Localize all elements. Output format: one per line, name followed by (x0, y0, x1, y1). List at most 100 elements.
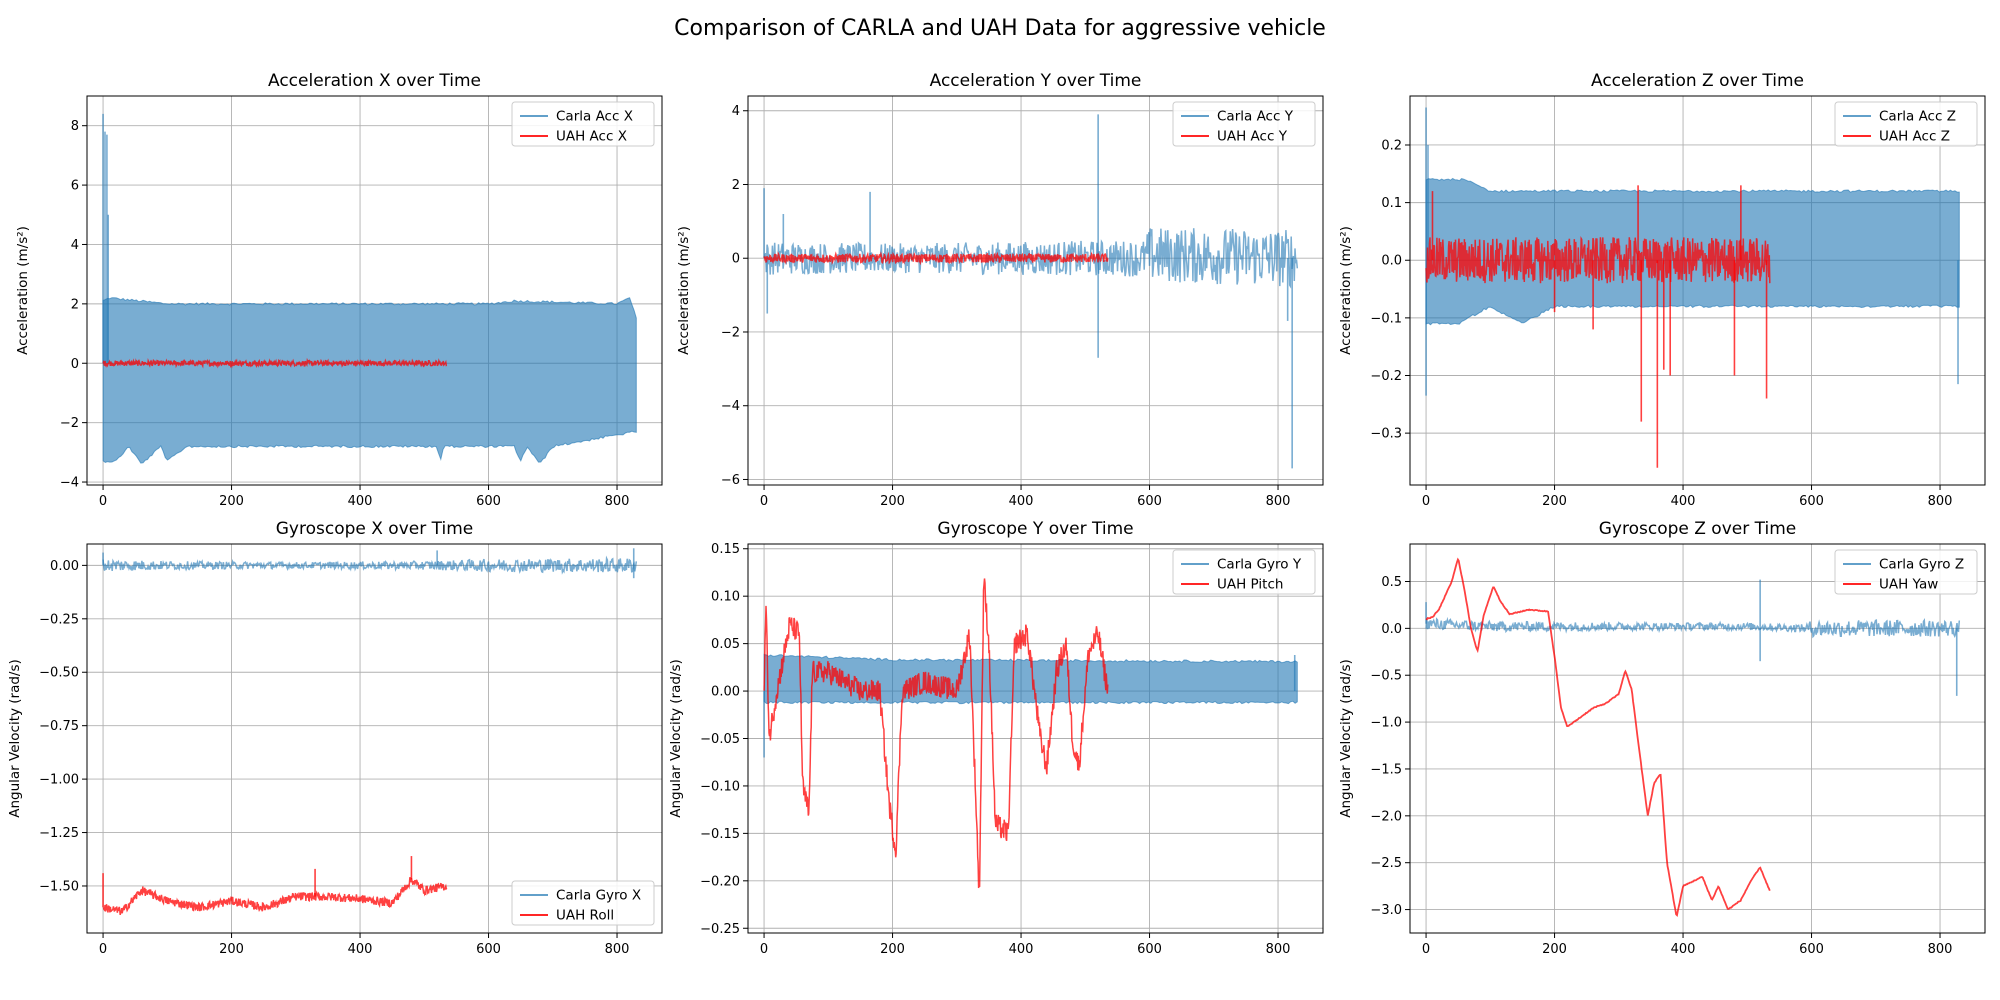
x-tick-label: 200 (880, 942, 905, 957)
y-tick-label: −4 (60, 476, 79, 491)
y-tick-label: −0.5 (1370, 669, 1402, 684)
subplot-title: Acceleration X over Time (268, 71, 481, 91)
plot-area (763, 114, 1299, 469)
y-axis-label: Angular Velocity (rad/s) (668, 659, 684, 818)
axes-frame (747, 95, 1324, 486)
y-tick-label: 4 (732, 104, 740, 119)
x-tick-label: 800 (1928, 494, 1953, 509)
x-tick-label: 600 (476, 942, 501, 957)
y-tick-label: −0.1 (1370, 311, 1402, 326)
y-tick-label: −0.25 (39, 612, 79, 627)
x-tick-label: 400 (1009, 942, 1034, 957)
subplot-6: Gyroscope Z over Time Angular Velocity (r… (1338, 519, 1986, 957)
y-tick-label: −4 (721, 399, 740, 414)
y-tick-label: −0.10 (700, 779, 740, 794)
y-tick-label: 2 (71, 297, 79, 312)
x-tick-label: 600 (1137, 942, 1162, 957)
x-tick-label: 200 (219, 942, 244, 957)
y-tick-label: 2 (732, 178, 740, 193)
y-tick-label: 0.10 (711, 590, 740, 605)
subplot-title: Gyroscope Y over Time (937, 519, 1133, 539)
legend: Carla Acc Y UAH Acc Y (1172, 101, 1316, 147)
series-uah-acc-z (1425, 235, 1771, 284)
series-carla-acc-y (763, 228, 1299, 289)
x-tick-label: 400 (1671, 494, 1696, 509)
y-tick-label: −3.0 (1370, 903, 1402, 918)
y-tick-label: 0.00 (50, 559, 79, 574)
legend-label: Carla Gyro X (556, 888, 641, 904)
y-axis-label: Angular Velocity (rad/s) (1338, 659, 1354, 818)
plot-area (1425, 557, 1961, 918)
legend: Carla Gyro X UAH Roll (511, 880, 655, 926)
series-uah-pitch (763, 578, 1109, 889)
x-tick-label: 0 (760, 942, 768, 957)
y-tick-label: 0.0 (1381, 254, 1402, 269)
y-tick-label: −1.25 (39, 826, 79, 841)
y-tick-label: −2.5 (1370, 856, 1402, 871)
y-tick-label: −1.5 (1370, 762, 1402, 777)
axes-frame (747, 543, 1324, 934)
legend-label: UAH Acc X (556, 129, 627, 145)
y-tick-label: 0 (71, 357, 79, 372)
legend-label: Carla Acc Y (1217, 109, 1294, 125)
x-tick-label: 600 (1137, 494, 1162, 509)
x-tick-label: 800 (605, 942, 630, 957)
y-tick-label: 0.5 (1381, 575, 1402, 590)
y-tick-label: −0.2 (1370, 369, 1402, 384)
x-tick-label: 800 (1266, 494, 1291, 509)
x-tick-label: 800 (605, 494, 630, 509)
series-uah-acc-x (102, 357, 448, 369)
x-tick-label: 0 (760, 494, 768, 509)
axes-frame (1409, 95, 1986, 486)
series-carla-acc-x (102, 297, 637, 464)
legend-label: UAH Pitch (1217, 577, 1283, 593)
x-tick-label: 200 (1542, 494, 1567, 509)
x-tick-label: 600 (476, 494, 501, 509)
legend-label: Carla Gyro Z (1879, 557, 1964, 573)
y-tick-label: −1.50 (39, 879, 79, 894)
plot-area (763, 578, 1298, 889)
y-tick-label: −2 (721, 325, 740, 340)
legend: Carla Gyro Y UAH Pitch (1172, 549, 1316, 595)
y-axis-label: Acceleration (m/s²) (15, 226, 31, 355)
axes-frame (86, 543, 663, 934)
y-axis-label: Acceleration (m/s²) (1338, 226, 1354, 355)
y-tick-label: −6 (721, 473, 740, 488)
legend-label: UAH Acc Y (1217, 129, 1288, 145)
legend: Carla Gyro Z UAH Yaw (1834, 549, 1978, 595)
subplot-2: Acceleration Y over Time Acceleration (m/… (676, 71, 1324, 509)
series-carla-gyro-y (763, 653, 1298, 705)
y-tick-label: 0.05 (711, 637, 740, 652)
y-tick-label: 0.15 (711, 542, 740, 557)
x-tick-label: 0 (99, 942, 107, 957)
x-tick-label: 200 (219, 494, 244, 509)
subplot-title: Acceleration Z over Time (1591, 71, 1804, 91)
y-tick-label: 0.1 (1381, 196, 1402, 211)
x-tick-label: 200 (880, 494, 905, 509)
y-tick-label: 0.2 (1381, 138, 1402, 153)
legend-label: Carla Gyro Y (1217, 557, 1302, 573)
x-tick-label: 800 (1266, 942, 1291, 957)
y-tick-label: 0.0 (1381, 622, 1402, 637)
y-tick-label: −2 (60, 416, 79, 431)
series-uah-roll (102, 877, 448, 916)
x-tick-label: 0 (1422, 942, 1430, 957)
subplot-title: Gyroscope Z over Time (1599, 519, 1796, 539)
x-tick-label: 600 (1799, 942, 1824, 957)
y-tick-label: −0.25 (700, 922, 740, 937)
series-carla-gyro-z (1425, 616, 1961, 639)
subplot-title: Acceleration Y over Time (930, 71, 1142, 91)
y-tick-label: −0.50 (39, 666, 79, 681)
y-axis-label: Angular Velocity (rad/s) (7, 659, 23, 818)
y-tick-label: −1.0 (1370, 716, 1402, 731)
x-tick-label: 800 (1928, 942, 1953, 957)
x-tick-label: 400 (1671, 942, 1696, 957)
legend-label: Carla Acc X (556, 109, 633, 125)
x-tick-label: 0 (99, 494, 107, 509)
x-tick-label: 600 (1799, 494, 1824, 509)
y-tick-label: −2.0 (1370, 809, 1402, 824)
y-tick-label: 0.00 (711, 685, 740, 700)
legend-label: UAH Acc Z (1879, 129, 1950, 145)
series-uah-acc-y (763, 251, 1109, 266)
